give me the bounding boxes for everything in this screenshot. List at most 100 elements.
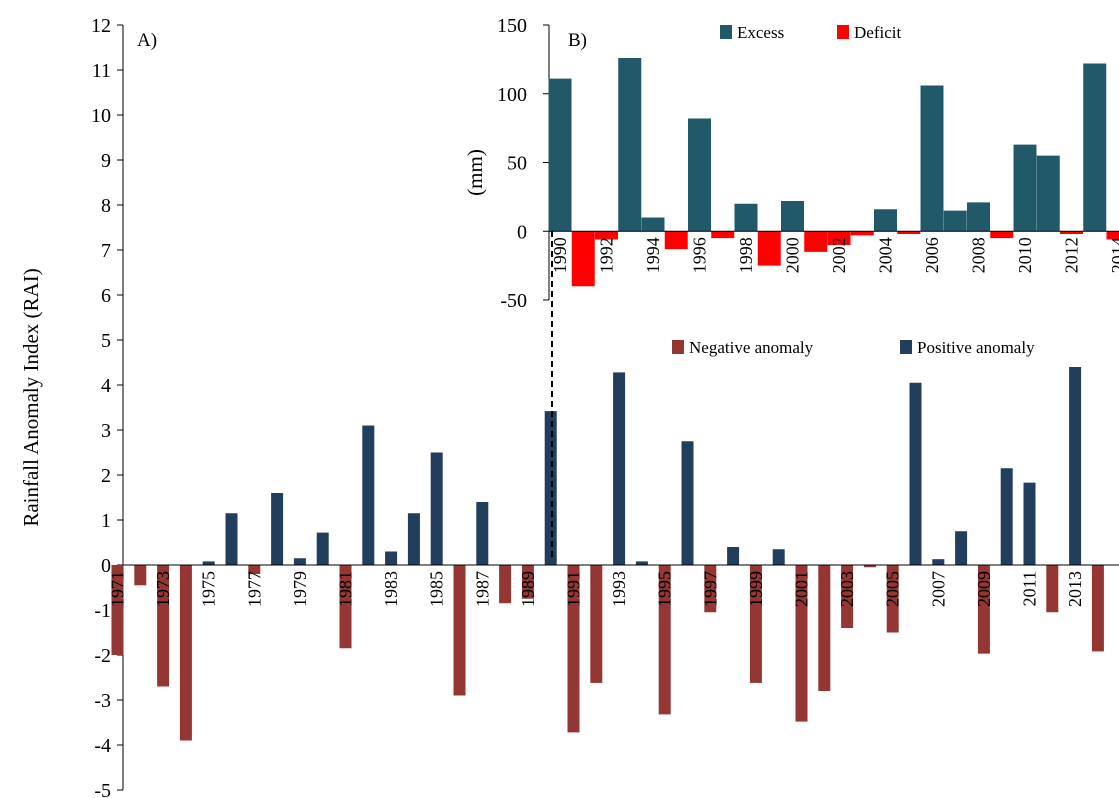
rai-y-tick-label: 8 [101, 195, 111, 217]
inset-x-labels: 1990 1992 1994 1996 1998 2000 2002 2004 2006 2008… [550, 237, 1119, 273]
positive-anomaly-bar [271, 493, 284, 565]
negative-anomaly-bar [179, 565, 192, 741]
deficit-bar [897, 231, 921, 234]
legend-deficit-label: Deficit [854, 23, 901, 42]
legend-excess-label: Excess [737, 23, 784, 42]
inset-x-tick-label: 2006 [922, 237, 942, 273]
positive-anomaly-bar [362, 425, 375, 565]
rai-y-tick-label: 5 [101, 330, 111, 352]
positive-anomaly-bar [772, 549, 785, 565]
rai-y-tick-label: 3 [101, 420, 111, 442]
inset-chart: -50 0 50 100 150 1990 1992 1994 1996 1998 2000 200… [463, 15, 1119, 312]
rai-y-tick-label: 2 [101, 465, 111, 487]
rai-y-axis-label: Rainfall Anomaly Index (RAI) [19, 268, 43, 526]
deficit-bar [757, 231, 781, 266]
positive-anomaly-bar [544, 411, 557, 565]
rai-bars [111, 367, 1104, 741]
rai-x-tick-label: 1977 [244, 571, 264, 607]
inset-x-tick-label: 2004 [876, 237, 896, 273]
deficit-bar [1106, 231, 1119, 240]
positive-anomaly-bar [727, 547, 740, 565]
rai-x-tick-label: 1983 [381, 571, 401, 607]
rai-x-tick-label: 1993 [609, 571, 629, 607]
inset-legend: Excess Deficit [720, 23, 901, 42]
negative-anomaly-bar [157, 565, 170, 687]
rai-y-tick-label: -4 [94, 735, 111, 757]
rai-legend: Negative anomaly Positive anomaly [672, 338, 1035, 357]
positive-anomaly-bar [385, 551, 398, 565]
deficit-bar [571, 231, 595, 287]
excess-bar [618, 58, 642, 232]
negative-anomaly-bar [658, 565, 671, 715]
rai-x-tick-label: 1981 [336, 571, 356, 607]
inset-x-tick-label: 2002 [829, 237, 849, 273]
negative-anomaly-bar [1046, 565, 1059, 613]
negative-anomaly-bar [567, 565, 580, 733]
rai-x-labels: 1971 1973 1975 1977 1979 1981 1983 1985 1987 1989… [108, 571, 1086, 607]
rai-x-tick-label: 1997 [700, 571, 720, 607]
negative-anomaly-bar [977, 565, 990, 654]
rai-x-tick-label: 2005 [883, 571, 903, 607]
rai-y-tick-label: 11 [92, 60, 111, 82]
positive-anomaly-bar [1000, 468, 1013, 565]
excess-bar [967, 202, 990, 232]
inset-y-tick-label: 100 [497, 84, 527, 106]
rai-y-tick-label: 4 [101, 375, 111, 397]
inset-x-tick-label: 1994 [643, 237, 663, 273]
excess-bar [920, 85, 944, 232]
rai-y-tick-label: 0 [101, 555, 111, 577]
positive-anomaly-bar [613, 372, 626, 565]
inset-x-tick-label: 2014 [1108, 237, 1119, 273]
legend-excess-swatch [720, 25, 732, 39]
positive-anomaly-bar [635, 561, 648, 565]
inset-x-tick-label: 1996 [690, 237, 710, 273]
negative-anomaly-bar [795, 565, 808, 722]
rai-y-tick-label: 1 [101, 510, 111, 532]
positive-anomaly-bar [316, 532, 329, 565]
negative-anomaly-bar [818, 565, 831, 691]
negative-anomaly-bar [704, 565, 717, 613]
positive-anomaly-bar [955, 531, 968, 565]
rai-x-tick-label: 1975 [199, 571, 219, 607]
negative-anomaly-bar [863, 565, 876, 568]
inset-x-tick-label: 1998 [736, 237, 756, 273]
excess-bar [734, 203, 758, 232]
inset-x-tick-label: 2000 [783, 237, 803, 273]
inset-y-tick-label: 50 [507, 153, 527, 175]
inset-y-tick-label: 0 [517, 221, 527, 243]
positive-anomaly-bar [407, 513, 420, 565]
rai-y-tick-label: 10 [91, 105, 111, 127]
rai-x-tick-label: 1971 [108, 571, 128, 607]
rai-y-tick-label: -2 [94, 645, 111, 667]
negative-anomaly-bar [590, 565, 603, 683]
deficit-bar [595, 231, 618, 240]
deficit-bar [1060, 231, 1083, 234]
rai-x-tick-label: 1985 [427, 571, 447, 607]
positive-anomaly-bar [293, 558, 306, 565]
rai-x-tick-label: 2003 [837, 571, 857, 607]
inset-x-tick-label: 1992 [597, 237, 617, 273]
excess-bar [1013, 144, 1037, 232]
deficit-bar [990, 231, 1014, 239]
negative-anomaly-bar [749, 565, 762, 683]
legend-negative-anomaly-label: Negative anomaly [689, 338, 814, 357]
excess-bar [641, 217, 665, 232]
excess-bar [943, 210, 967, 232]
inset-y-axis-label: (mm) [463, 149, 487, 196]
rai-y-tick-label: 9 [101, 150, 111, 172]
negative-anomaly-bar [453, 565, 466, 696]
rai-y-tick-label: -5 [94, 780, 111, 798]
negative-anomaly-bar [134, 565, 147, 586]
negative-anomaly-bar [111, 565, 124, 655]
rai-x-tick-label: 2013 [1065, 571, 1085, 607]
positive-anomaly-bar [932, 559, 945, 565]
rai-x-tick-label: 1995 [655, 571, 675, 607]
rai-y-tick-label: -1 [94, 600, 111, 622]
inset-y-tick-label: 150 [497, 15, 527, 37]
deficit-bar [664, 231, 688, 250]
excess-bar [874, 209, 897, 232]
panel-a-label: A) [137, 30, 157, 51]
excess-bar [688, 118, 711, 232]
deficit-bar [711, 231, 735, 239]
